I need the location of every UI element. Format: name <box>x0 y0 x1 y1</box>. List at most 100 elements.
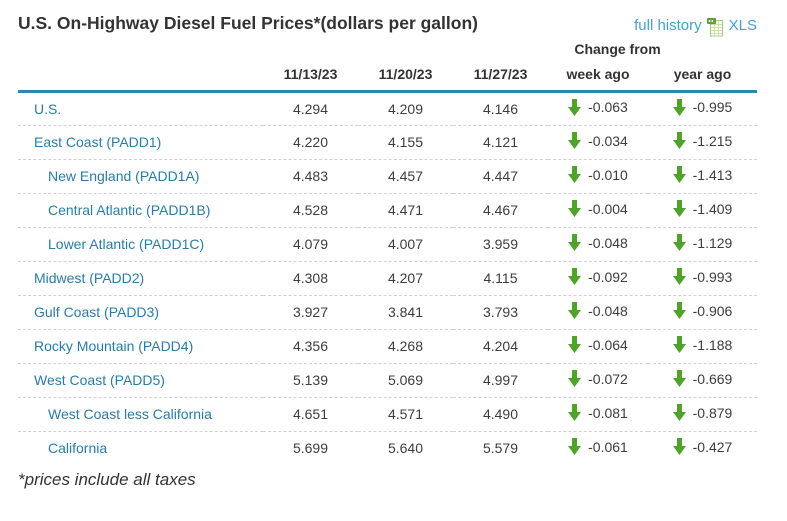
region-cell: West Coast less California <box>18 397 263 432</box>
empty-header-cell <box>18 63 263 93</box>
price-cell: 4.007 <box>358 227 453 262</box>
region-cell: U.S. <box>18 91 263 126</box>
header-links: full history XLS <box>634 13 757 37</box>
price-cell: 3.927 <box>263 295 358 330</box>
price-cell: 5.699 <box>292 440 329 457</box>
change-week-cell: -0.061 <box>548 431 648 465</box>
down-arrow-icon <box>568 132 582 149</box>
down-arrow-icon <box>568 166 582 183</box>
region-link[interactable]: Midwest (PADD2) <box>34 270 145 286</box>
region-link[interactable]: Lower Atlantic (PADD1C) <box>48 236 205 252</box>
diesel-prices-table: Change from 11/13/23 11/20/23 11/27/23 w… <box>18 37 757 465</box>
table-row-lower-atlantic: Lower Atlantic (PADD1C) 4.079 4.007 3.95… <box>18 227 757 262</box>
change-year-cell: -1.188 <box>648 329 757 364</box>
down-arrow-icon <box>672 234 686 251</box>
down-arrow-icon <box>568 336 582 353</box>
down-arrow-icon <box>568 302 582 319</box>
price-cell: 4.483 <box>263 159 358 194</box>
region-link[interactable]: East Coast (PADD1) <box>34 134 162 150</box>
down-arrow-icon <box>568 268 582 285</box>
table-row-new-england: New England (PADD1A) 4.483 4.457 4.447 -… <box>18 159 757 194</box>
change-week-cell: -0.048 <box>548 295 648 330</box>
price-cell: 3.841 <box>358 295 453 330</box>
column-header-date3: 11/27/23 <box>453 63 548 93</box>
region-link[interactable]: New England (PADD1A) <box>48 168 200 184</box>
change-week-cell: -0.064 <box>548 329 648 364</box>
column-header-week-ago: week ago <box>548 63 648 93</box>
down-arrow-icon <box>568 98 582 116</box>
region-link[interactable]: West Coast less California <box>48 406 212 422</box>
region-cell: Midwest (PADD2) <box>18 261 263 296</box>
full-history-link[interactable]: full history <box>634 17 702 34</box>
region-link[interactable]: Gulf Coast (PADD3) <box>34 304 159 320</box>
down-arrow-icon <box>672 370 686 387</box>
change-value: -0.995 <box>692 99 733 115</box>
change-value: -1.188 <box>692 336 733 353</box>
price-cell: 3.793 <box>453 295 548 330</box>
change-value: -0.063 <box>588 99 628 115</box>
region-link[interactable]: West Coast (PADD5) <box>34 372 165 388</box>
change-year-cell: -0.879 <box>648 397 757 432</box>
down-arrow-icon <box>672 404 686 421</box>
change-year-cell: -1.409 <box>648 193 757 228</box>
price-cell: 5.069 <box>358 363 453 398</box>
change-value: -0.081 <box>588 404 628 421</box>
region-link[interactable]: California <box>48 440 108 457</box>
price-cell: 4.447 <box>453 159 548 194</box>
region-link[interactable]: Rocky Mountain (PADD4) <box>34 338 194 354</box>
change-value: -0.061 <box>588 438 628 455</box>
region-link[interactable]: Central Atlantic (PADD1B) <box>48 202 211 218</box>
down-arrow-icon <box>568 200 582 217</box>
down-arrow-icon <box>672 336 686 353</box>
change-week-cell: -0.092 <box>548 261 648 296</box>
region-cell: Central Atlantic (PADD1B) <box>18 193 263 228</box>
change-week-cell: -0.048 <box>548 227 648 262</box>
change-value: -0.004 <box>588 200 628 217</box>
down-arrow-icon <box>672 98 686 116</box>
table-row-east-coast: East Coast (PADD1) 4.220 4.155 4.121 -0.… <box>18 125 757 160</box>
change-value: -1.129 <box>692 234 733 251</box>
down-arrow-icon <box>568 234 582 251</box>
change-week-cell: -0.004 <box>548 193 648 228</box>
price-cell: 4.997 <box>453 363 548 398</box>
region-cell: California <box>18 431 263 465</box>
down-arrow-icon <box>672 268 686 285</box>
price-cell: 4.268 <box>358 329 453 364</box>
region-cell: Lower Atlantic (PADD1C) <box>18 227 263 262</box>
table-row-gulf-coast: Gulf Coast (PADD3) 3.927 3.841 3.793 -0.… <box>18 295 757 330</box>
price-cell: 4.155 <box>358 125 453 160</box>
price-cell: 4.651 <box>263 397 358 432</box>
price-cell: 3.959 <box>453 227 548 262</box>
column-header-date1: 11/13/23 <box>263 63 358 93</box>
change-value: -0.669 <box>692 370 733 387</box>
table-row-west-coast: West Coast (PADD5) 5.139 5.069 4.997 -0.… <box>18 363 757 398</box>
xls-link[interactable]: XLS <box>728 17 757 34</box>
change-value: -1.215 <box>692 132 733 149</box>
price-cell: 4.146 <box>453 91 548 126</box>
xls-file-icon[interactable] <box>706 18 724 37</box>
change-week-cell: -0.081 <box>548 397 648 432</box>
price-cell: 4.467 <box>453 193 548 228</box>
change-week-cell: -0.034 <box>548 125 648 160</box>
down-arrow-icon <box>568 438 582 456</box>
region-cell: Rocky Mountain (PADD4) <box>18 329 263 364</box>
table-row-central-atlantic: Central Atlantic (PADD1B) 4.528 4.471 4.… <box>18 193 757 228</box>
price-cell: 5.640 <box>387 440 424 457</box>
price-cell: 4.115 <box>453 261 548 296</box>
empty-header-cell <box>18 37 548 63</box>
region-link[interactable]: U.S. <box>34 100 62 117</box>
change-value: -0.092 <box>588 268 628 285</box>
down-arrow-icon <box>672 200 686 217</box>
price-cell: 4.528 <box>263 193 358 228</box>
table-row-midwest: Midwest (PADD2) 4.308 4.207 4.115 -0.092… <box>18 261 757 296</box>
price-cell: 4.294 <box>263 91 358 126</box>
table-row-california: California 5.699 5.640 5.579 -0.061 -0.4… <box>18 431 757 465</box>
price-cell: 4.121 <box>453 125 548 160</box>
price-cell: 5.579 <box>482 440 519 457</box>
change-year-cell: -0.995 <box>648 91 757 126</box>
down-arrow-icon <box>672 166 686 183</box>
change-value: -0.034 <box>588 132 628 149</box>
change-value: -1.409 <box>692 200 733 217</box>
change-week-cell: -0.072 <box>548 363 648 398</box>
change-year-cell: -0.427 <box>648 431 757 465</box>
